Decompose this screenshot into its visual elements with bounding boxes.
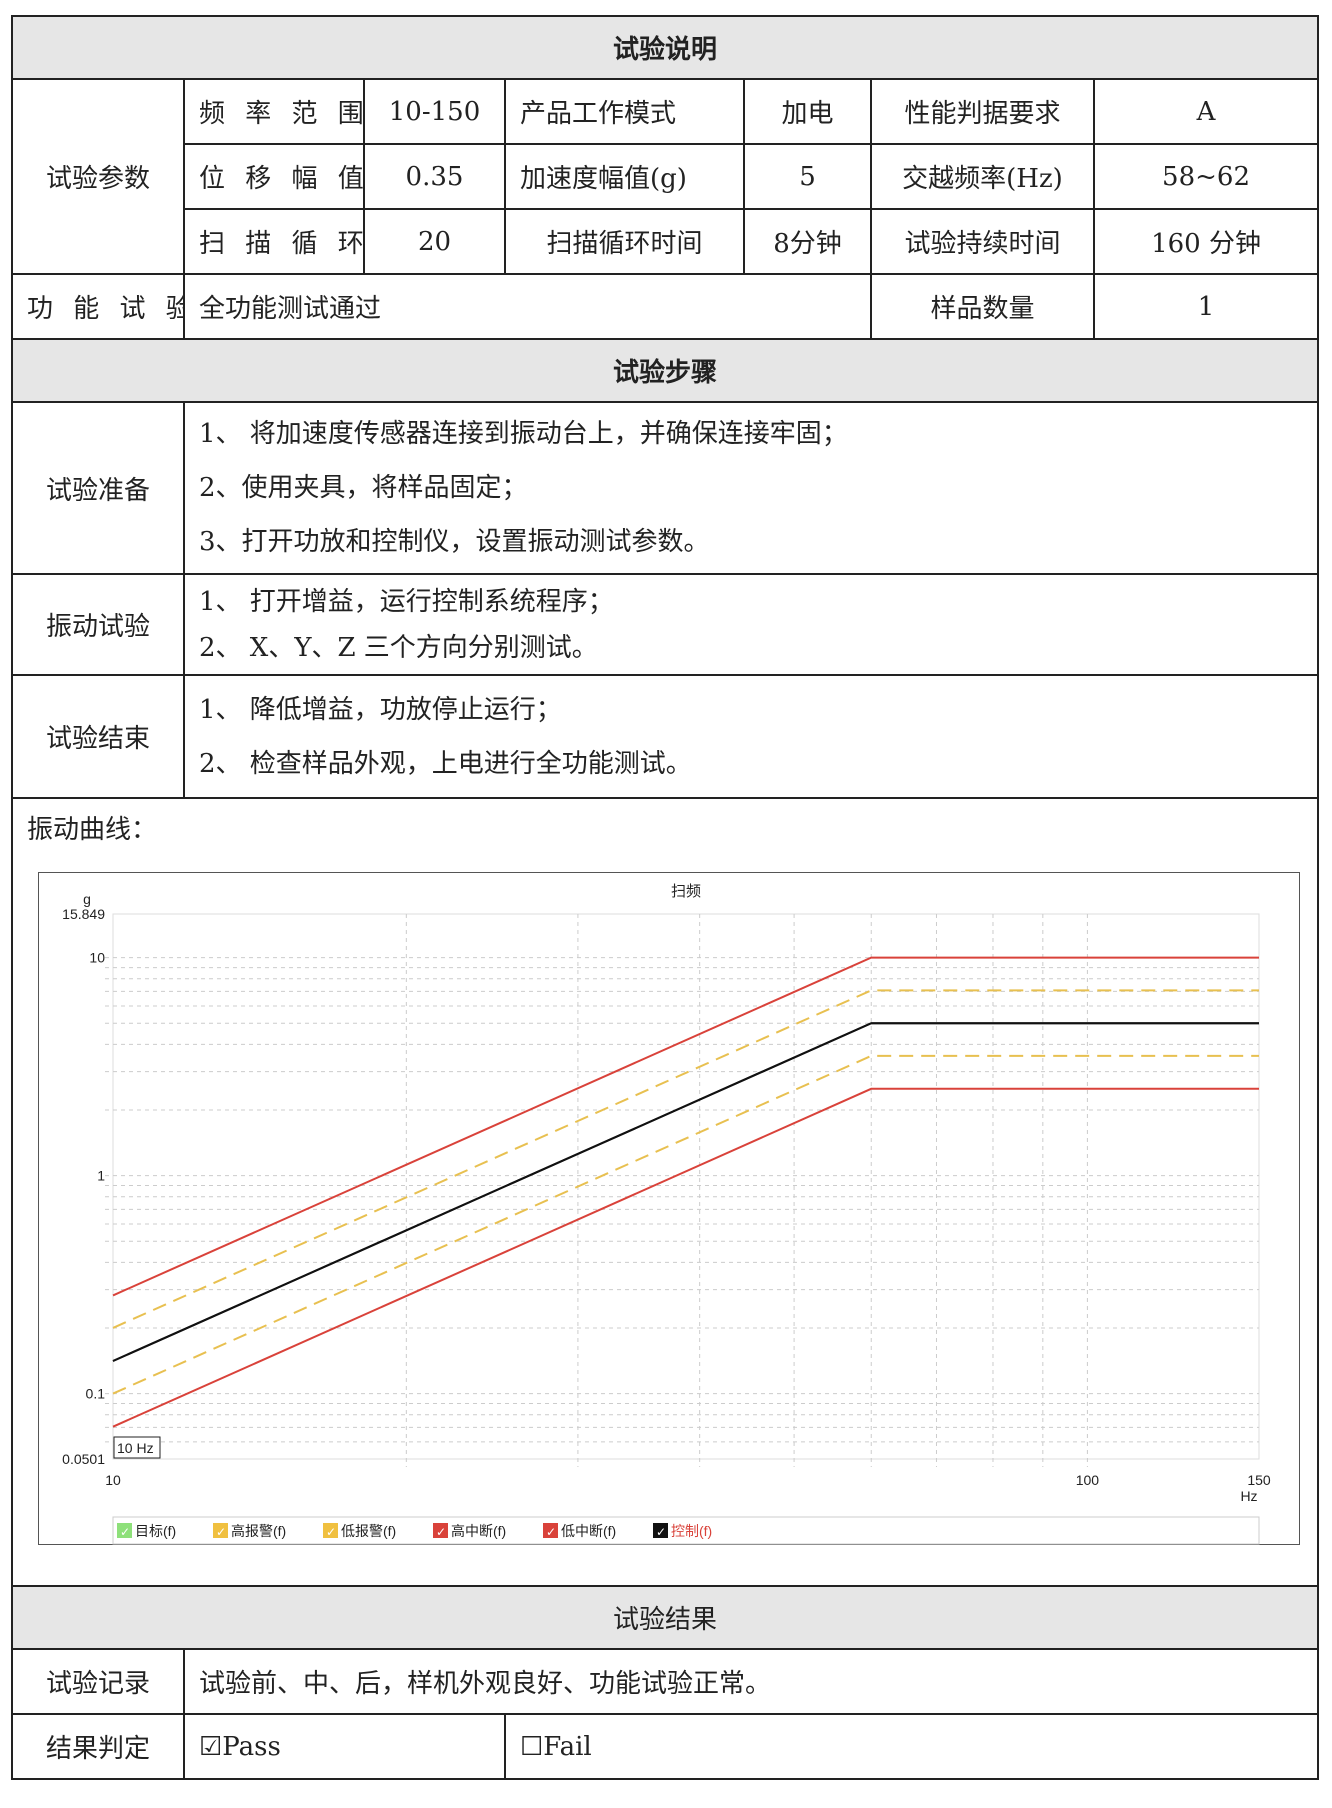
x-axis-label: Hz xyxy=(1240,1488,1257,1504)
sample-count-value: 1 xyxy=(1092,273,1320,340)
param-name: 扫描循环时间 xyxy=(504,208,745,275)
param-name: 频 率 范 围 xyxy=(183,78,365,145)
legend-check-icon: ✓ xyxy=(656,1525,666,1539)
legend-entry: 高中断(f) xyxy=(451,1523,506,1539)
procedure-label: 试验准备 xyxy=(11,401,185,575)
procedure-steps: 1、 将加速度传感器连接到振动台上，并确保连接牢固； 2、使用夹具，将样品固定；… xyxy=(182,401,1320,575)
function-test-value: 全功能测试通过 xyxy=(183,273,872,340)
step-item: 1、 降低增益，功放停止运行； xyxy=(199,694,562,725)
legend-checkbox-icon xyxy=(213,1523,228,1538)
step-item: 2、 X、Y、Z 三个方向分别测试。 xyxy=(199,632,598,663)
param-name: 产品工作模式 xyxy=(504,78,745,145)
param-value: 58~62 xyxy=(1092,143,1320,210)
cursor-label-box xyxy=(113,1436,161,1459)
pass-checkbox[interactable]: ☑Pass xyxy=(183,1713,506,1780)
y-tick-label: 15.849 xyxy=(62,906,105,922)
legend-checkbox-icon xyxy=(543,1523,558,1538)
section-title-description: 试验说明 xyxy=(10,15,1320,80)
legend-entry: 高报警(f) xyxy=(231,1523,286,1539)
y-tick-label: 1 xyxy=(97,1168,105,1184)
param-value: A xyxy=(1092,78,1320,145)
x-tick-label: 10 xyxy=(105,1472,121,1488)
series-line-6 xyxy=(112,1022,1259,1362)
legend-check-icon: ✓ xyxy=(436,1525,446,1539)
function-test-label: 功 能 试 验 xyxy=(11,273,185,340)
record-value: 试验前、中、后，样机外观良好、功能试验正常。 xyxy=(182,1648,1320,1715)
param-name: 交越频率(Hz) xyxy=(870,143,1095,210)
legend-check-icon: ✓ xyxy=(216,1525,226,1539)
fail-checkbox[interactable]: ☐Fail xyxy=(503,1713,1320,1780)
plot-area xyxy=(112,913,1260,1460)
sweep-chart: 扫频 g 15.849 10 1 0.1 0.0501 10 100 150 Hz 10 Hz ✓ 目标(… xyxy=(38,872,1300,1545)
legend-entry: 控制(f) xyxy=(671,1523,712,1539)
param-value: 5 xyxy=(743,143,872,210)
step-item: 1、 打开增益，运行控制系统程序； xyxy=(199,586,614,617)
param-name: 试验持续时间 xyxy=(870,208,1095,275)
cursor-label: 10 Hz xyxy=(117,1440,154,1456)
legend-checkbox-icon xyxy=(117,1523,132,1538)
vibration-curve-section: 振动曲线： 扫频 g 15.849 10 1 0.1 0.0501 10 100 150 Hz 10 … xyxy=(10,797,1320,1587)
y-axis-label: g xyxy=(83,891,91,907)
vibration-curve-label: 振动曲线： xyxy=(27,815,158,845)
legend-entry: 低报警(f) xyxy=(341,1523,396,1539)
procedure-label: 振动试验 xyxy=(11,573,185,676)
param-value: 8分钟 xyxy=(743,208,872,275)
x-tick-label: 150 xyxy=(1247,1472,1271,1488)
param-value: 0.35 xyxy=(363,143,506,210)
test-report-table: 试验说明 试验参数 频 率 范 围 10-150 产品工作模式 加电 性能判据要… xyxy=(10,15,1320,1780)
legend-check-icon: ✓ xyxy=(120,1525,130,1539)
param-name: 位 移 幅 值 xyxy=(183,143,365,210)
section-title-result: 试验结果 xyxy=(10,1585,1320,1650)
chart-title: 扫频 xyxy=(671,883,701,900)
x-tick-label: 100 xyxy=(1076,1472,1100,1488)
param-value: 20 xyxy=(363,208,506,275)
param-name: 性能判据要求 xyxy=(870,78,1095,145)
y-tick-label: 10 xyxy=(89,950,105,966)
legend-checkbox-icon xyxy=(433,1523,448,1538)
legend-checkbox-icon xyxy=(653,1523,668,1538)
param-name: 加速度幅值(g) xyxy=(504,143,745,210)
record-label: 试验记录 xyxy=(11,1648,185,1715)
legend-checkbox-icon xyxy=(323,1523,338,1538)
step-item: 2、 检查样品外观，上电进行全功能测试。 xyxy=(199,748,692,779)
param-value: 加电 xyxy=(743,78,872,145)
param-value: 160 分钟 xyxy=(1092,208,1320,275)
series-line-2 xyxy=(112,989,1259,1329)
y-tick-label: 0.0501 xyxy=(62,1451,105,1467)
param-value: 10-150 xyxy=(363,78,506,145)
section-title-steps: 试验步骤 xyxy=(10,338,1320,403)
legend-check-icon: ✓ xyxy=(546,1525,556,1539)
step-item: 1、 将加速度传感器连接到振动台上，并确保连接牢固； xyxy=(199,419,848,449)
series-line-4 xyxy=(112,956,1259,1297)
step-item: 2、使用夹具，将样品固定； xyxy=(199,473,528,503)
params-label: 试验参数 xyxy=(11,78,185,275)
series-line-5 xyxy=(112,1087,1259,1428)
legend-box xyxy=(112,1516,1260,1545)
y-tick-label: 0.1 xyxy=(86,1386,106,1402)
procedure-steps: 1、 打开增益，运行控制系统程序； 2、 X、Y、Z 三个方向分别测试。 xyxy=(182,573,1320,676)
sample-count-label: 样品数量 xyxy=(870,273,1095,340)
series-line-3 xyxy=(112,1054,1259,1395)
procedure-steps: 1、 降低增益，功放停止运行； 2、 检查样品外观，上电进行全功能测试。 xyxy=(182,674,1320,799)
verdict-label: 结果判定 xyxy=(11,1713,185,1780)
legend-entry: 低中断(f) xyxy=(561,1523,616,1539)
step-item: 3、打开功放和控制仪，设置振动测试参数。 xyxy=(199,527,710,557)
legend-check-icon: ✓ xyxy=(326,1525,336,1539)
legend-entry: 目标(f) xyxy=(135,1523,176,1539)
param-name: 扫 描 循 环 xyxy=(183,208,365,275)
procedure-label: 试验结束 xyxy=(11,674,185,799)
